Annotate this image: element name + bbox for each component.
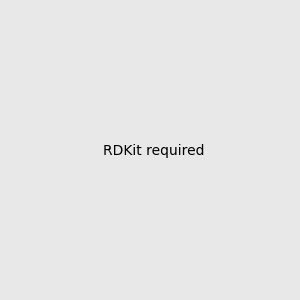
Text: RDKit required: RDKit required xyxy=(103,145,205,158)
